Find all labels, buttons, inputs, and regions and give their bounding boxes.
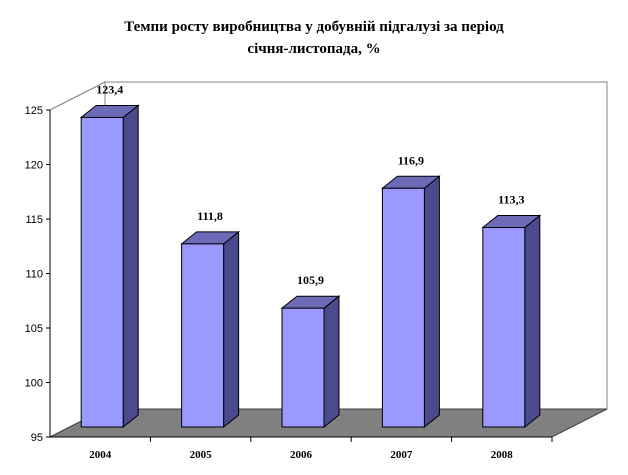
y-tick-label: 105 bbox=[25, 323, 43, 335]
y-tick-label: 115 bbox=[25, 214, 43, 226]
x-tick-label: 2007 bbox=[390, 449, 413, 461]
bar bbox=[181, 243, 225, 428]
x-tick-label: 2004 bbox=[89, 449, 112, 461]
chart-title-line-2: січня-листопада, % bbox=[247, 41, 381, 57]
y-tick-label: 110 bbox=[25, 269, 43, 281]
y-tick-label: 120 bbox=[25, 160, 43, 172]
data-label: 105,9 bbox=[297, 273, 324, 287]
bar bbox=[281, 307, 325, 428]
bar-side bbox=[122, 104, 139, 429]
y-tick-label: 95 bbox=[31, 432, 43, 444]
bar-side bbox=[223, 230, 240, 429]
bar-side bbox=[423, 175, 440, 429]
x-tick-label: 2005 bbox=[190, 449, 213, 461]
data-label: 123,4 bbox=[96, 82, 123, 96]
bar-side bbox=[524, 214, 541, 429]
chart-title-line-1: Темпи росту виробництва у добувній підга… bbox=[124, 19, 504, 35]
data-label: 111,8 bbox=[197, 209, 223, 223]
y-tick-label: 125 bbox=[25, 105, 43, 117]
x-tick-label: 2008 bbox=[491, 449, 514, 461]
data-label: 116,9 bbox=[398, 153, 424, 167]
bar-side bbox=[323, 295, 340, 429]
bar bbox=[80, 116, 124, 428]
x-tick-label: 2006 bbox=[290, 449, 313, 461]
y-tick-label: 100 bbox=[25, 378, 43, 390]
chart-title: Темпи росту виробництва у добувній підга… bbox=[0, 16, 628, 60]
bar bbox=[381, 187, 425, 428]
bar bbox=[482, 227, 526, 428]
data-label: 113,3 bbox=[498, 193, 524, 207]
